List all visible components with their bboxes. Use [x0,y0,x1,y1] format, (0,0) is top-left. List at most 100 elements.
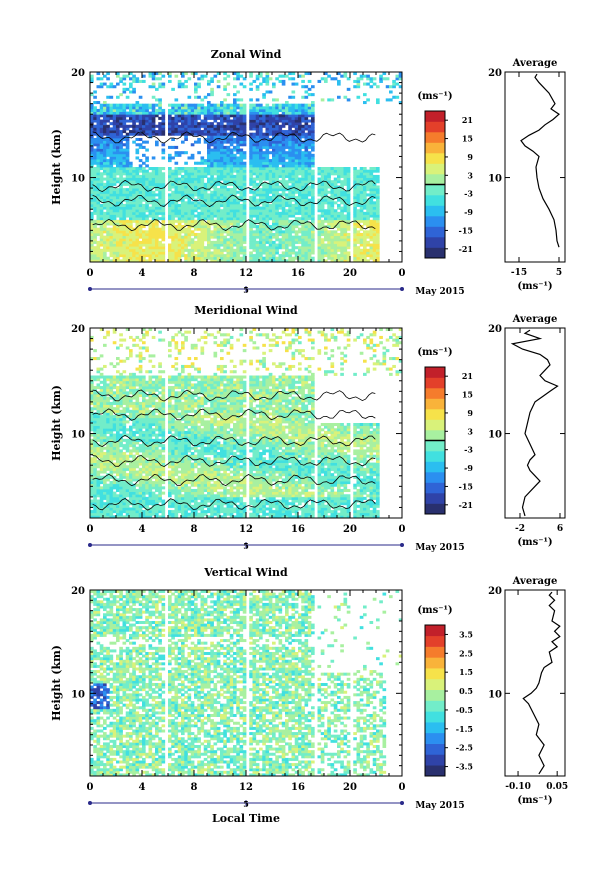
heatmap-cell [291,130,296,134]
heatmap-cell [112,428,117,432]
heatmap-cell [233,161,237,165]
heatmap-cell [181,182,185,186]
heatmap-cell [268,119,273,123]
heatmap-cell [275,214,279,218]
heatmap-cell [96,72,101,76]
heatmap-cell [255,148,260,152]
heatmap-cell [181,119,185,123]
heatmap-cell [255,135,260,139]
heatmap-cell [171,156,175,160]
heatmap-cell [119,203,123,207]
heatmap-cell [301,159,305,163]
x-tick-label: 12 [239,268,253,279]
heatmap-cell [281,193,286,197]
heatmap-cell [106,119,110,123]
heatmap-cell [262,79,266,83]
heatmap-cell [90,502,94,506]
heatmap-cell [106,106,110,110]
heatmap-cell [229,240,234,244]
heatmap-cell [99,496,104,500]
heatmap-cell [353,238,357,242]
heatmap-cell [171,132,175,136]
heatmap-cell [151,214,156,218]
heatmap-cell [213,148,218,152]
heatmap-cell [174,251,179,255]
heatmap-cell [259,211,263,215]
heatmap-cell [327,240,331,244]
heatmap-cell [177,151,182,155]
heatmap-cell [363,251,367,255]
heatmap-cell [158,116,162,120]
heatmap-cell [343,256,348,260]
heatmap-cell [317,222,322,226]
heatmap-cell [376,254,380,258]
heatmap-cell [262,122,266,126]
heatmap-cell [311,159,315,163]
heatmap-cell [252,164,257,168]
heatmap-cell [210,243,214,247]
heatmap-cell [210,206,214,210]
heatmap-cell [90,106,94,110]
heatmap-cell [213,114,218,118]
heatmap-cell [220,145,224,149]
heatmap-cell [233,167,237,171]
heatmap-cell [138,185,143,189]
heatmap-cell [187,193,192,197]
heatmap-cell [99,425,104,429]
heatmap-cell [112,401,117,405]
heatmap-cell [184,196,188,200]
heatmap-cell [142,238,146,242]
heatmap-cell [236,148,240,152]
heatmap-cell [109,449,114,453]
heatmap-cell [233,98,237,102]
heatmap-cell [304,132,309,136]
heatmap-cell [259,116,263,120]
heatmap-cell [320,185,325,189]
heatmap-cell [272,180,276,184]
heatmap-cell [145,116,149,120]
heatmap-cell [129,103,133,107]
heatmap-cell [181,225,185,229]
heatmap-cell [135,177,140,181]
heatmap-cell [298,135,302,139]
heatmap-cell [187,130,192,134]
heatmap-cell [119,156,123,160]
heatmap-cell [220,122,224,126]
heatmap-cell [106,132,110,136]
heatmap-cell [145,185,149,189]
heatmap-cell [207,251,211,255]
heatmap-cell [148,114,153,118]
heatmap-cell [132,254,136,258]
heatmap-cell [220,230,224,234]
heatmap-cell [281,108,286,112]
heatmap-cell [285,219,289,223]
heatmap-cell [93,193,97,197]
heatmap-cell [288,143,292,147]
heatmap-cell [93,423,97,427]
heatmap-cell [125,243,130,247]
heatmap-cell [90,243,94,247]
heatmap-cell [151,206,156,210]
heatmap-cell [174,196,179,200]
heatmap-cell [99,446,104,450]
heatmap-cell [353,225,357,229]
heatmap-cell [90,108,94,112]
heatmap-cell [298,217,302,221]
heatmap-cell [366,251,370,255]
heatmap-cell [103,459,107,463]
heatmap-cell [324,185,328,189]
heatmap-cell [168,177,172,181]
heatmap-cell [239,156,244,160]
heatmap-cell [187,182,192,186]
heatmap-cell [265,164,270,168]
heatmap-cell [194,85,198,89]
heatmap-cell [216,143,221,147]
heatmap-cell [236,145,240,149]
heatmap-cell [320,188,325,192]
heatmap-cell [220,124,224,128]
heatmap-cell [90,174,94,178]
heatmap-cell [285,254,289,258]
heatmap-cell [285,211,289,215]
heatmap-cell [317,172,322,176]
heatmap-cell [220,182,224,186]
